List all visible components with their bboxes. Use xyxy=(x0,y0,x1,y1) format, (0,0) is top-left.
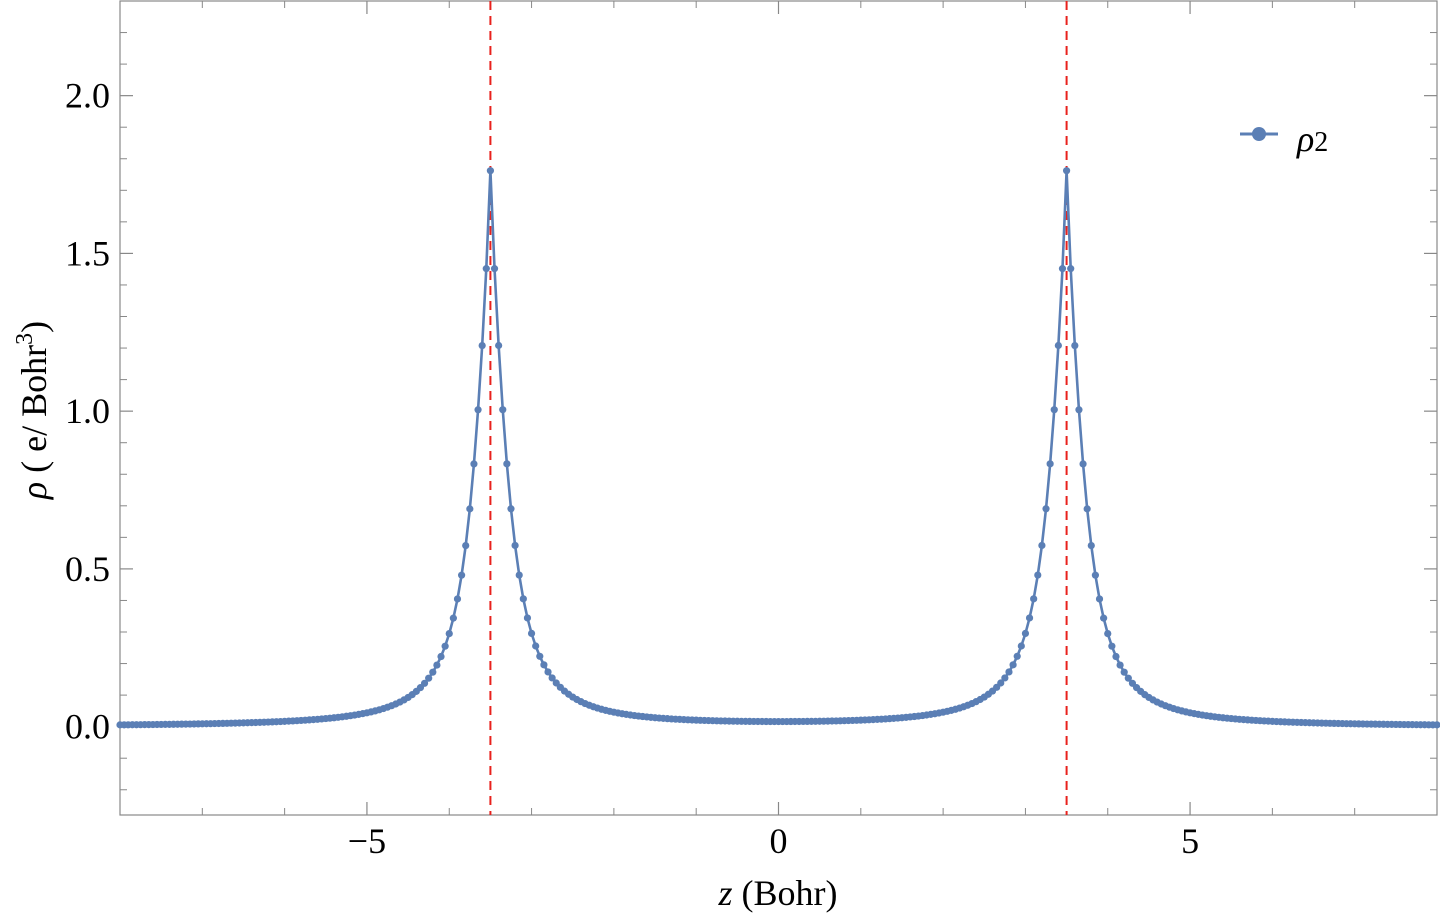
data-point xyxy=(1017,642,1025,650)
data-point xyxy=(532,642,540,650)
data-point xyxy=(429,668,437,676)
y-tick-labels: 0.0 0.5 1.0 1.5 2.0 xyxy=(65,76,110,747)
legend-entry-rho2: ρ2 xyxy=(1296,119,1328,159)
data-point xyxy=(1042,505,1050,513)
y-axis-var: ρ xyxy=(14,482,54,500)
x-axis-title: z (Bohr) xyxy=(718,873,838,913)
series-rho2 xyxy=(116,167,1440,729)
x-tick-label: 5 xyxy=(1181,821,1199,861)
data-point xyxy=(1104,630,1112,638)
data-point xyxy=(1058,265,1067,273)
legend-sub: 2 xyxy=(1314,127,1328,158)
data-point xyxy=(453,595,462,603)
data-point xyxy=(437,652,445,661)
data-point xyxy=(495,341,503,350)
data-point xyxy=(1030,595,1038,603)
minor-ticks xyxy=(119,0,1438,815)
data-point xyxy=(1095,595,1104,603)
data-point xyxy=(1108,642,1116,650)
x-axis-var: z xyxy=(718,873,733,913)
legend: ρ2 xyxy=(1240,119,1328,159)
data-point xyxy=(523,614,532,622)
x-tick-label: 0 xyxy=(770,821,788,861)
data-point xyxy=(1062,167,1071,175)
x-tick-label: −5 xyxy=(348,821,386,861)
data-point xyxy=(1120,668,1128,676)
data-point xyxy=(1091,571,1099,579)
legend-circle-marker xyxy=(1252,127,1266,141)
data-point xyxy=(1112,652,1120,661)
series-line-rho2 xyxy=(119,170,1438,727)
data-point xyxy=(1013,652,1021,660)
x-tick-labels: −5 0 5 xyxy=(348,821,1199,861)
data-point xyxy=(544,668,552,676)
data-point xyxy=(1001,674,1009,682)
data-point xyxy=(449,614,457,622)
data-point xyxy=(519,595,527,603)
data-point xyxy=(462,541,470,550)
nucleus-reference-lines xyxy=(489,1,1068,815)
data-point xyxy=(482,265,490,273)
y-tick-label: 0.0 xyxy=(65,707,110,747)
data-point xyxy=(1038,541,1046,550)
plot-frame-rect xyxy=(119,0,1438,816)
data-point xyxy=(1079,460,1087,468)
y-tick-label: 0.5 xyxy=(65,549,110,589)
data-point xyxy=(458,571,466,579)
data-point xyxy=(433,661,441,669)
data-point xyxy=(1021,629,1030,638)
data-point xyxy=(441,642,449,650)
data-point xyxy=(997,679,1005,687)
data-point xyxy=(511,541,519,550)
major-ticks xyxy=(120,1,1437,815)
y-axis-title: ρ ( e/ Bohr3) xyxy=(12,321,54,500)
data-point xyxy=(1100,614,1108,622)
data-point xyxy=(499,406,507,414)
data-point xyxy=(466,505,474,513)
data-point xyxy=(474,406,482,414)
data-point xyxy=(1054,341,1062,350)
y-axis-unit: ( e/ Bohr xyxy=(14,345,54,482)
data-point xyxy=(548,674,556,682)
data-point xyxy=(1050,406,1058,414)
data-point xyxy=(1124,674,1132,682)
data-point xyxy=(490,265,499,273)
data-point xyxy=(507,505,515,513)
data-point xyxy=(1067,265,1075,273)
x-axis-unit: (Bohr) xyxy=(733,873,838,913)
data-point xyxy=(1075,406,1083,414)
data-point xyxy=(1071,341,1079,350)
data-point xyxy=(478,341,486,350)
data-point xyxy=(1034,571,1042,579)
data-point xyxy=(1116,661,1124,669)
y-tick-label: 1.5 xyxy=(65,233,110,273)
data-point xyxy=(527,629,536,638)
y-tick-label: 1.0 xyxy=(65,391,110,431)
y-axis-close: ) xyxy=(14,321,54,333)
data-point xyxy=(515,571,523,579)
y-axis-sup: 3 xyxy=(12,333,38,345)
data-point xyxy=(1046,460,1054,468)
data-point xyxy=(536,652,544,660)
data-point xyxy=(1025,614,1034,622)
data-point xyxy=(1087,541,1095,550)
plot-frame xyxy=(119,0,1438,816)
legend-var: ρ xyxy=(1296,119,1314,159)
data-point xyxy=(1009,661,1017,669)
data-point xyxy=(445,630,453,638)
data-point xyxy=(470,460,478,468)
data-point xyxy=(540,661,548,669)
data-point xyxy=(1433,721,1440,729)
data-point xyxy=(425,674,433,682)
data-point xyxy=(486,167,495,175)
data-point xyxy=(1005,668,1013,676)
data-point xyxy=(1083,505,1091,513)
data-point xyxy=(420,679,429,687)
y-tick-label: 2.0 xyxy=(65,76,110,116)
data-point xyxy=(503,460,511,468)
